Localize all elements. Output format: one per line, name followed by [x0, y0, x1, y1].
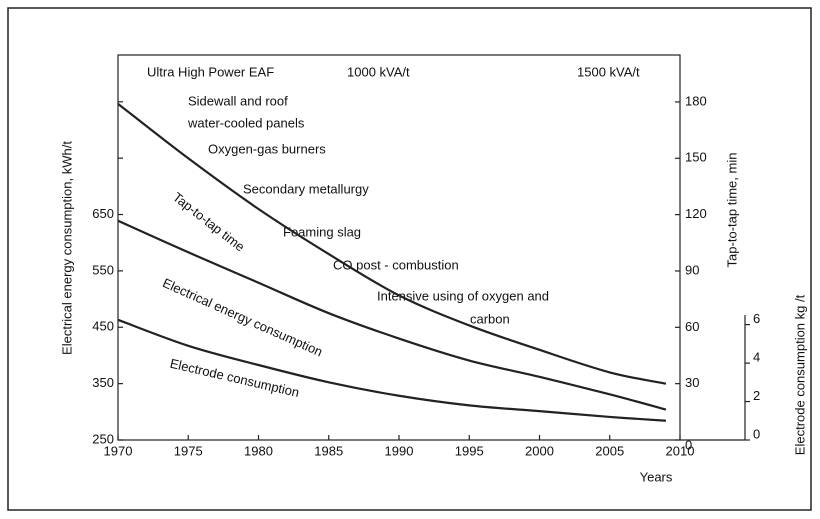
frame	[7, 7, 812, 511]
x-tick-label: 2010	[666, 443, 695, 458]
x-tick-label: 2005	[595, 443, 624, 458]
y-tick-label: 650	[92, 206, 114, 221]
annotation: CO post - combustion	[333, 257, 459, 272]
x-tick-label: 1985	[314, 443, 343, 458]
annotation: Oxygen-gas burners	[208, 141, 326, 156]
x-tick-label: 1970	[104, 443, 133, 458]
x-tick-label: 2000	[525, 443, 554, 458]
y3-tick-label: 0	[753, 426, 760, 441]
annotation: Foaming slag	[283, 224, 361, 239]
y2-tick-label: 0	[685, 437, 692, 452]
annotation: Secondary metallurgy	[243, 181, 369, 196]
y3-tick-label: 4	[753, 350, 760, 365]
y2-tick-label: 150	[685, 150, 707, 165]
y3-tick-label: 2	[753, 388, 760, 403]
x-tick-label: 1980	[244, 443, 273, 458]
annotation: Sidewall and roof	[188, 93, 288, 108]
annotation: water-cooled panels	[187, 115, 305, 130]
annotation: Intensive using of oxygen and	[377, 288, 549, 303]
annotation: 1500 kVA/t	[577, 64, 640, 79]
y-axis-label: Electrical energy consumption, kWh/t	[59, 141, 74, 355]
y-tick-label: 250	[92, 431, 114, 446]
x-tick-label: 1990	[385, 443, 414, 458]
annotation: carbon	[470, 311, 510, 326]
x-axis-label: Years	[640, 469, 673, 484]
y2-axis-label: Tap-to-tap time, min	[724, 153, 739, 268]
curve	[117, 102, 667, 385]
y-tick-label: 450	[92, 319, 114, 334]
y2-tick-label: 180	[685, 93, 707, 108]
y2-tick-label: 60	[685, 319, 699, 334]
y2-tick-label: 120	[685, 206, 707, 221]
x-tick-label: 1995	[455, 443, 484, 458]
y3-tick-label: 6	[753, 311, 760, 326]
y3-axis-label: Electrode consumption kg /t	[792, 294, 807, 455]
annotation: 1000 kVA/t	[347, 64, 410, 79]
y2-tick-label: 30	[685, 375, 699, 390]
x-tick-label: 1975	[174, 443, 203, 458]
curve	[117, 219, 667, 411]
y2-tick-label: 90	[685, 262, 699, 277]
y-tick-label: 550	[92, 262, 114, 277]
curve	[117, 318, 667, 422]
annotation: Ultra High Power EAF	[147, 64, 274, 79]
y-tick-label: 350	[92, 375, 114, 390]
